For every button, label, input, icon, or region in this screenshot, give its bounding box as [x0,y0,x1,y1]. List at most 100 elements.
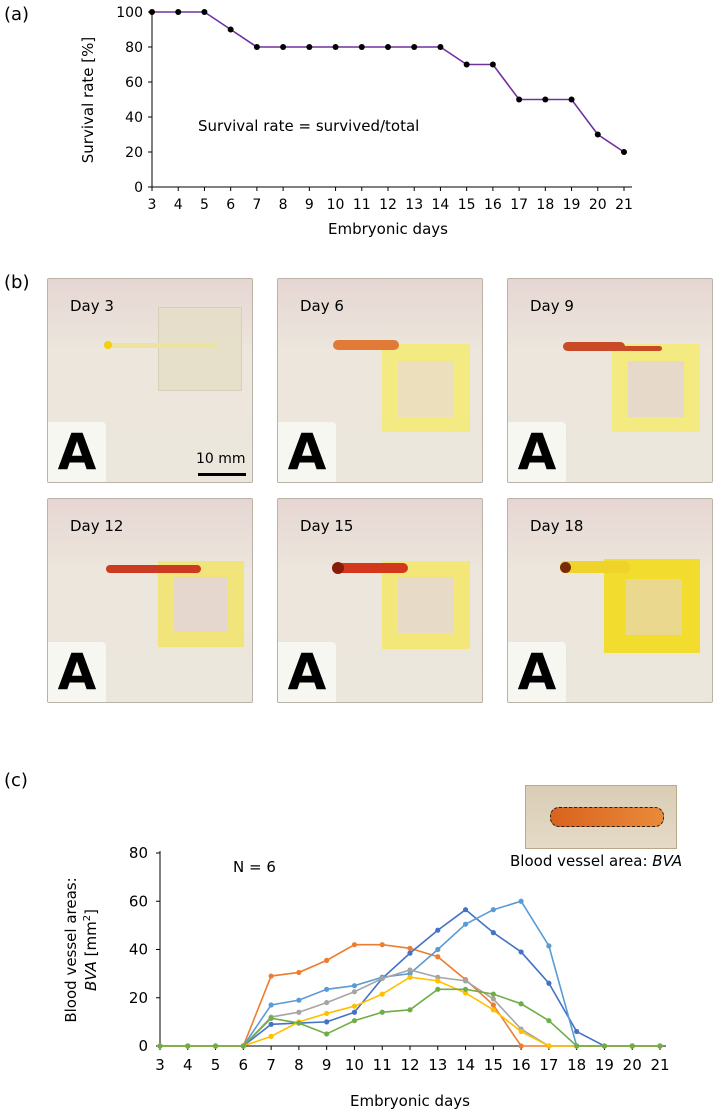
sample-channel [108,343,218,348]
x-tick-label: 13 [405,197,423,213]
x-axis-label: Embryonic days [350,1092,470,1110]
sample-channel [106,565,201,573]
x-tick-label: 3 [148,197,157,213]
x-tick-label: 21 [650,1056,669,1074]
data-point [490,991,496,997]
sample-channel [334,563,408,573]
data-point [435,946,441,953]
data-point [227,26,234,33]
data-point [463,61,470,68]
data-point [546,1043,552,1049]
data-point [518,898,524,904]
blood-vessel-outline [550,807,664,827]
x-tick-label: 8 [279,197,288,213]
y-tick-label: 80 [125,40,143,56]
data-point [490,996,496,1002]
x-tick-label: 18 [536,197,554,213]
y-axis-label-line1: Blood vessel areas: [62,877,80,1022]
data-point [407,974,413,980]
data-point [462,907,469,913]
x-tick-label: 3 [155,1056,165,1074]
marker-card: A [278,422,336,482]
y-tick-label: 60 [129,892,148,910]
x-tick-label: 5 [200,197,209,213]
y-tick-label: 0 [134,180,143,196]
data-point [268,1021,274,1027]
data-point [332,44,339,50]
series-line [160,943,660,1047]
data-point [407,950,413,956]
x-tick-label: 20 [589,197,607,213]
data-point [546,980,552,986]
data-point [462,986,469,992]
photo-day-6: Day 6 A [277,278,483,483]
x-tick-label: 7 [252,197,261,213]
x-tick-label: 16 [484,197,502,213]
data-point [296,1009,302,1015]
data-point [435,954,441,960]
inset-caption: Blood vessel area: BVA [510,852,683,870]
data-point [518,1043,524,1049]
data-point [175,9,182,15]
data-point [489,61,496,68]
marker-card: A [508,642,566,702]
x-tick-label: 9 [305,197,314,213]
x-tick-label: 9 [322,1056,332,1074]
y-tick-label: 80 [129,844,148,862]
scale-bar-label: 10 mm [196,451,246,467]
data-point [351,983,358,989]
data-point [435,927,441,933]
data-point [324,1019,330,1025]
photo-day-18: Day 18 A [507,498,713,703]
y-tick-label: 20 [129,989,148,1007]
photo-day-label: Day 12 [70,517,124,535]
x-tick-label: 11 [373,1056,392,1074]
x-tick-label: 17 [539,1056,558,1074]
data-point [594,131,601,138]
photo-day-9: Day 9 A [507,278,713,483]
data-point [268,1033,274,1039]
marker-card: A [48,422,106,482]
survival-rate-chart: 0 20 40 60 80 100 3 4 5 6 7 8 9 10 11 12 13 14 15 16 17 18 19 2… [79,5,633,238]
sample-channel [560,561,630,573]
y-tick-label: 100 [116,5,143,21]
photo-day-label: Day 18 [530,517,584,535]
sample-channel [333,340,399,350]
data-point [516,96,523,103]
x-tick-label: 20 [623,1056,642,1074]
data-point [351,989,358,995]
marker-card: A [48,642,106,702]
data-point [462,921,469,927]
data-point [518,1028,524,1035]
data-point [324,1031,330,1037]
data-point [324,986,330,992]
data-point [518,949,524,955]
x-tick-label: 8 [294,1056,304,1074]
photo-day-label: Day 3 [70,297,114,315]
x-tick-label: 14 [432,197,450,213]
data-point [546,1018,552,1024]
panel-label-c: (c) [4,770,28,791]
scale-bar [198,473,246,476]
data-point [542,96,549,103]
data-point [437,44,444,50]
x-tick-label: 13 [428,1056,447,1074]
blood-vessel-inset [525,785,677,849]
x-tick-label: 21 [615,197,633,213]
x-axis-label: Embryonic days [328,220,448,238]
data-point [490,930,496,936]
data-point [379,991,385,997]
photo-day-12: Day 12 A [47,498,253,703]
photo-day-label: Day 6 [300,297,344,315]
x-tick-label: 10 [327,197,345,213]
x-tick-label: 17 [510,197,528,213]
x-tick-label: 16 [512,1056,531,1074]
data-point [407,971,413,977]
y-axis-label-line2: BVA [mm2] [82,909,100,991]
data-point [518,1001,524,1007]
sample-square-inner [174,577,228,631]
data-point [351,1009,358,1015]
y-tick-label: 40 [129,941,148,959]
data-point [407,945,413,951]
x-tick-label: 12 [400,1056,419,1074]
